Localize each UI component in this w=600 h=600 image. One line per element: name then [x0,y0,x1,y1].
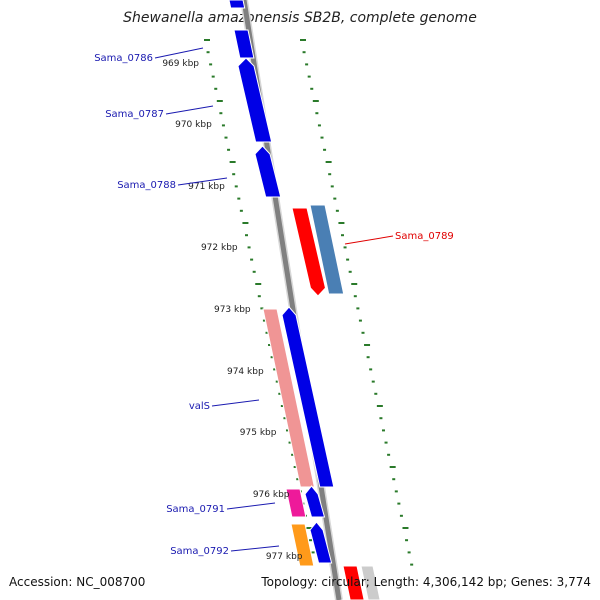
gene-block-sama-0786 [233,29,255,59]
topology-text: Topology: circular; Length: 4,306,142 bp… [261,575,591,589]
label-layer: 969 kbp 970 kbp 971 kbp 972 kbp 973 kbp 974 k… [94,47,454,562]
kbp-label: 969 kbp [162,59,199,69]
gene-leader-line [154,47,204,59]
gene-leader-line [177,177,228,186]
gene-block-sama-0792-misc [290,523,315,567]
kbp-label: 972 kbp [201,243,238,253]
gene-block-sama-0792 [309,521,333,564]
gene-label: valS [189,401,210,412]
gene-label: Sama_0787 [105,109,164,120]
kbp-label: 976 kbp [253,490,290,500]
gene-leader-line [344,235,394,245]
gene-label: Sama_0792 [170,546,229,557]
gene-leader-line [226,502,276,510]
kbp-label: 970 kbp [175,120,212,130]
map-title: Shewanella amazonensis SB2B, complete ge… [123,10,477,26]
gene-bottom-gray [360,565,381,600]
gene-label: Sama_0791 [166,504,225,515]
kbp-label: 977 kbp [266,552,303,562]
gene-label: Sama_0786 [94,53,153,64]
gene-block-sama-0787 [237,57,273,143]
gene-top-block [228,0,246,9]
gene-leader-line [211,399,260,407]
kbp-label: 973 kbp [214,305,251,315]
kbp-label: 975 kbp [240,428,277,438]
gene-label: Sama_0789 [395,231,454,242]
gene-block-sama-0788 [254,145,282,198]
kbp-label: 974 kbp [227,367,264,377]
feature-layer [228,0,381,600]
accession-text: Accession: NC_008700 [9,575,146,589]
gene-block-vals [281,306,335,488]
gene-block-sama-0789-misc [309,204,345,295]
gene-block-sama-0789-rna [291,207,327,297]
kbp-label: 971 kbp [188,182,225,192]
gene-block-vals-misc [262,308,315,488]
gene-block-sama-0791-misc [285,488,307,518]
gene-leader-line [230,545,280,552]
gene-label: Sama_0788 [117,180,176,191]
gene-leader-line [165,105,214,115]
gene-bottom-red [342,565,365,600]
gene-block-sama-0791 [304,485,326,518]
